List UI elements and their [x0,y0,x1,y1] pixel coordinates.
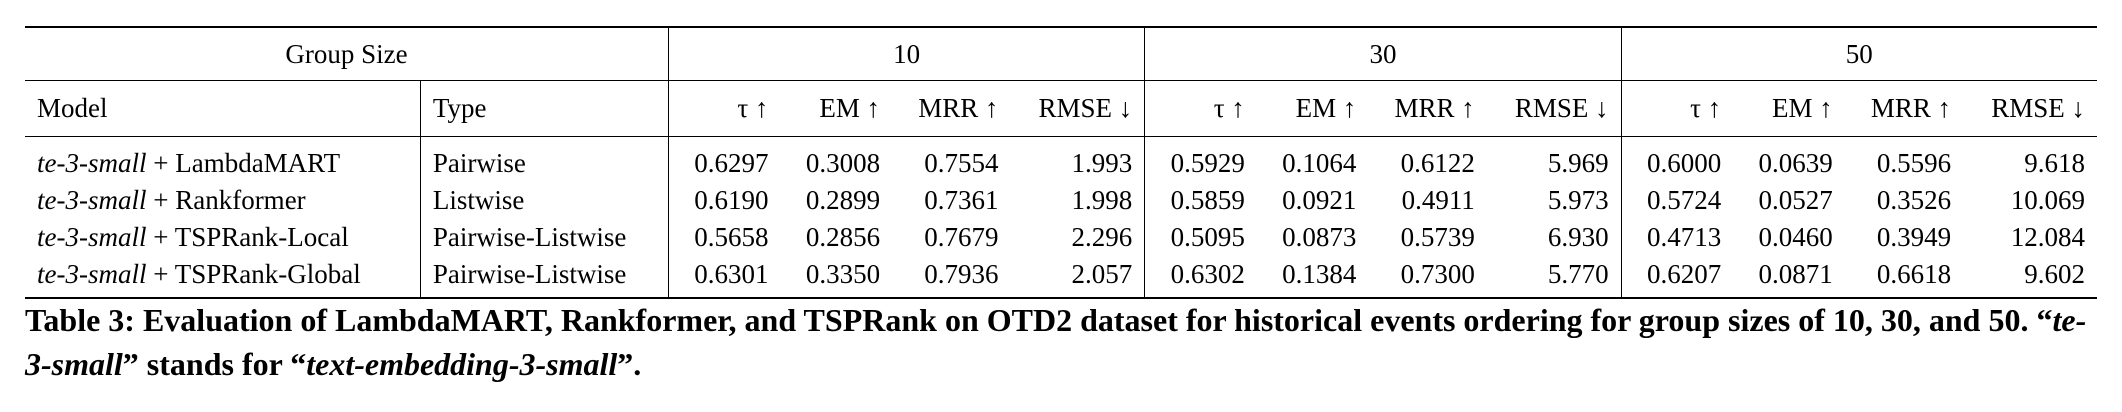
group-size-10: 10 [668,26,1146,81]
metric-header-em: EM ↑ [780,80,893,137]
value-cell: 0.5859 [1170,185,1245,215]
value-cell: 0.7554 [892,136,1011,182]
value-cell: 0.0871 [1733,256,1845,299]
caption-text: ” stands for “ [122,346,307,382]
value-cell: 2.057 [1010,256,1146,299]
value-cell: 0.5596 [1844,136,1964,182]
value-cell: 0.5929 [1144,136,1257,182]
model-name: + Rankformer [146,185,306,215]
group-size-label: Group Size [25,26,669,81]
embedding-name: te-3-small [37,148,147,178]
value-cell: 0.0527 [1758,185,1833,215]
table-row: te-3-small + LambdaMART Pairwise 0.6297 0.3… [25,136,2097,182]
value-cell: 5.770 [1486,256,1622,299]
metric-header-tau: τ ↑ [1144,80,1257,137]
value-cell: 0.3350 [780,256,893,299]
value-cell: 0.4911 [1401,185,1475,215]
group-size-50: 50 [1621,26,2097,81]
value-cell: 0.0639 [1733,136,1845,182]
model-name: + TSPRank-Local [146,222,349,252]
metric-header-mrr: MRR ↑ [1844,80,1964,137]
group-size-30: 30 [1144,26,1622,81]
value-cell: 1.998 [1010,182,1146,219]
value-cell: 5.969 [1486,136,1622,182]
value-cell: 0.6297 [668,136,781,182]
value-cell: 0.0460 [1758,222,1833,252]
value-cell: 0.7679 [924,222,999,252]
value-cell: 10.069 [2010,185,2085,215]
value-cell: 0.7361 [924,185,999,215]
metric-header-rmse: RMSE ↓ [1963,80,2097,137]
value-cell: 12.084 [2010,222,2085,252]
embedding-name: te-3-small [37,185,147,215]
table-row: te-3-small + TSPRank-Local Pairwise-Listw… [25,219,2097,256]
value-cell: 0.7936 [892,256,1011,299]
value-cell: 0.2856 [805,222,881,252]
metric-header-mrr: MRR ↑ [1368,80,1487,137]
table-row: te-3-small + Rankformer Listwise 0.6190 0.2… [25,182,2097,219]
value-cell: 0.5739 [1400,222,1475,252]
metric-header-mrr: MRR ↑ [892,80,1011,137]
model-header: Model [25,80,421,137]
model-name: + TSPRank-Global [146,259,361,289]
type-cell: Pairwise-Listwise [420,219,669,256]
metric-header-em: EM ↑ [1733,80,1845,137]
value-cell: 0.3008 [780,136,893,182]
table-caption: Table 3: Evaluation of LambdaMART, Rankf… [25,298,2105,386]
value-cell: 0.6122 [1368,136,1487,182]
metric-header-rmse: RMSE ↓ [1486,80,1622,137]
model-cell: te-3-small + LambdaMART [25,136,421,182]
value-cell: 9.602 [1963,256,2097,299]
caption-text: Table 3: Evaluation of LambdaMART, Rankf… [25,302,2053,338]
value-cell: 0.4713 [1646,222,1722,252]
value-cell: 0.3526 [1876,185,1952,215]
value-cell: 0.6000 [1621,136,1734,182]
metric-header-em: EM ↑ [1256,80,1369,137]
value-cell: 0.6301 [668,256,781,299]
type-cell: Pairwise [420,136,669,182]
caption-text: ”. [617,346,642,382]
results-table: Group Size 10 30 50 Model Type τ ↑ EM ↑ … [25,26,2097,299]
caption-full-name: text-embedding-3-small [306,346,618,382]
embedding-name: te-3-small [37,259,147,289]
value-cell: 0.6190 [694,185,769,215]
value-cell: 0.0873 [1282,222,1357,252]
column-header-row: Model Type τ ↑ EM ↑ MRR ↑ RMSE ↓ τ ↑ EM … [25,80,2097,137]
group-size-header-row: Group Size 10 30 50 [25,26,2097,81]
value-cell: 0.2899 [805,185,881,215]
value-cell: 0.5724 [1646,185,1722,215]
value-cell: 0.1384 [1256,256,1369,299]
value-cell: 6.930 [1486,219,1622,256]
model-cell: te-3-small + Rankformer [25,182,421,219]
value-cell: 2.296 [1010,219,1146,256]
caption-abbrev: te-3-small [25,302,2087,382]
metric-header-rmse: RMSE ↓ [1010,80,1146,137]
value-cell: 0.5658 [694,222,769,252]
value-cell: 0.6207 [1621,256,1734,299]
table-row: te-3-small + TSPRank-Global Pairwise-List… [25,256,2097,299]
value-cell: 0.3949 [1876,222,1952,252]
metric-header-tau: τ ↑ [1621,80,1734,137]
metric-header-tau: τ ↑ [668,80,781,137]
model-cell: te-3-small + TSPRank-Global [25,256,421,299]
type-header: Type [420,80,669,137]
model-cell: te-3-small + TSPRank-Local [25,219,421,256]
type-cell: Listwise [420,182,669,219]
value-cell: 0.7300 [1368,256,1487,299]
value-cell: 1.993 [1010,136,1146,182]
model-name: + LambdaMART [146,148,341,178]
value-cell: 5.973 [1486,182,1622,219]
type-cell: Pairwise-Listwise [420,256,669,299]
value-cell: 0.0921 [1282,185,1357,215]
embedding-name: te-3-small [37,222,147,252]
value-cell: 0.5095 [1170,222,1245,252]
value-cell: 9.618 [1963,136,2097,182]
value-cell: 0.6302 [1144,256,1257,299]
value-cell: 0.6618 [1844,256,1964,299]
value-cell: 0.1064 [1256,136,1369,182]
